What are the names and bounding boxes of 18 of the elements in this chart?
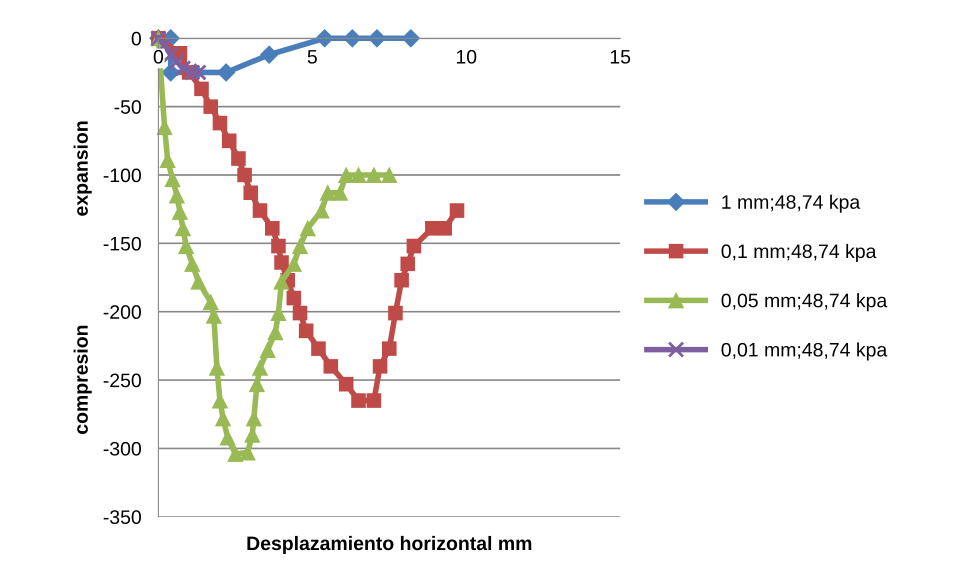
y-tick-label: -50 (114, 100, 141, 114)
x-axis-title: Desplazamiento horizontal mm (247, 536, 532, 554)
x-tick-label: 0 (154, 50, 164, 64)
x-tick-label: 5 (308, 50, 317, 64)
y-tick-label: 0 (132, 32, 141, 46)
legend-label: 1 mm;48,74 kpa (722, 194, 860, 213)
legend-label: 0,05 mm;48,74 kpa (722, 293, 888, 312)
x-tick-label: 15 (610, 50, 630, 64)
legend-label: 0,01 mm;48,74 kpa (722, 342, 888, 360)
x-tick-label: 10 (456, 50, 476, 64)
y-tick-label: -350 (104, 510, 141, 524)
y-tick-label: -300 (104, 442, 141, 456)
y-tick-label: -200 (104, 305, 141, 319)
y-tick-label: -250 (104, 374, 141, 388)
y-tick-label: -150 (104, 236, 141, 251)
y-axis-title: compresion expansion (74, 122, 92, 434)
legend-label: 0,1 mm;48,74 kpa (722, 244, 876, 262)
y-tick-label: -100 (104, 168, 141, 182)
